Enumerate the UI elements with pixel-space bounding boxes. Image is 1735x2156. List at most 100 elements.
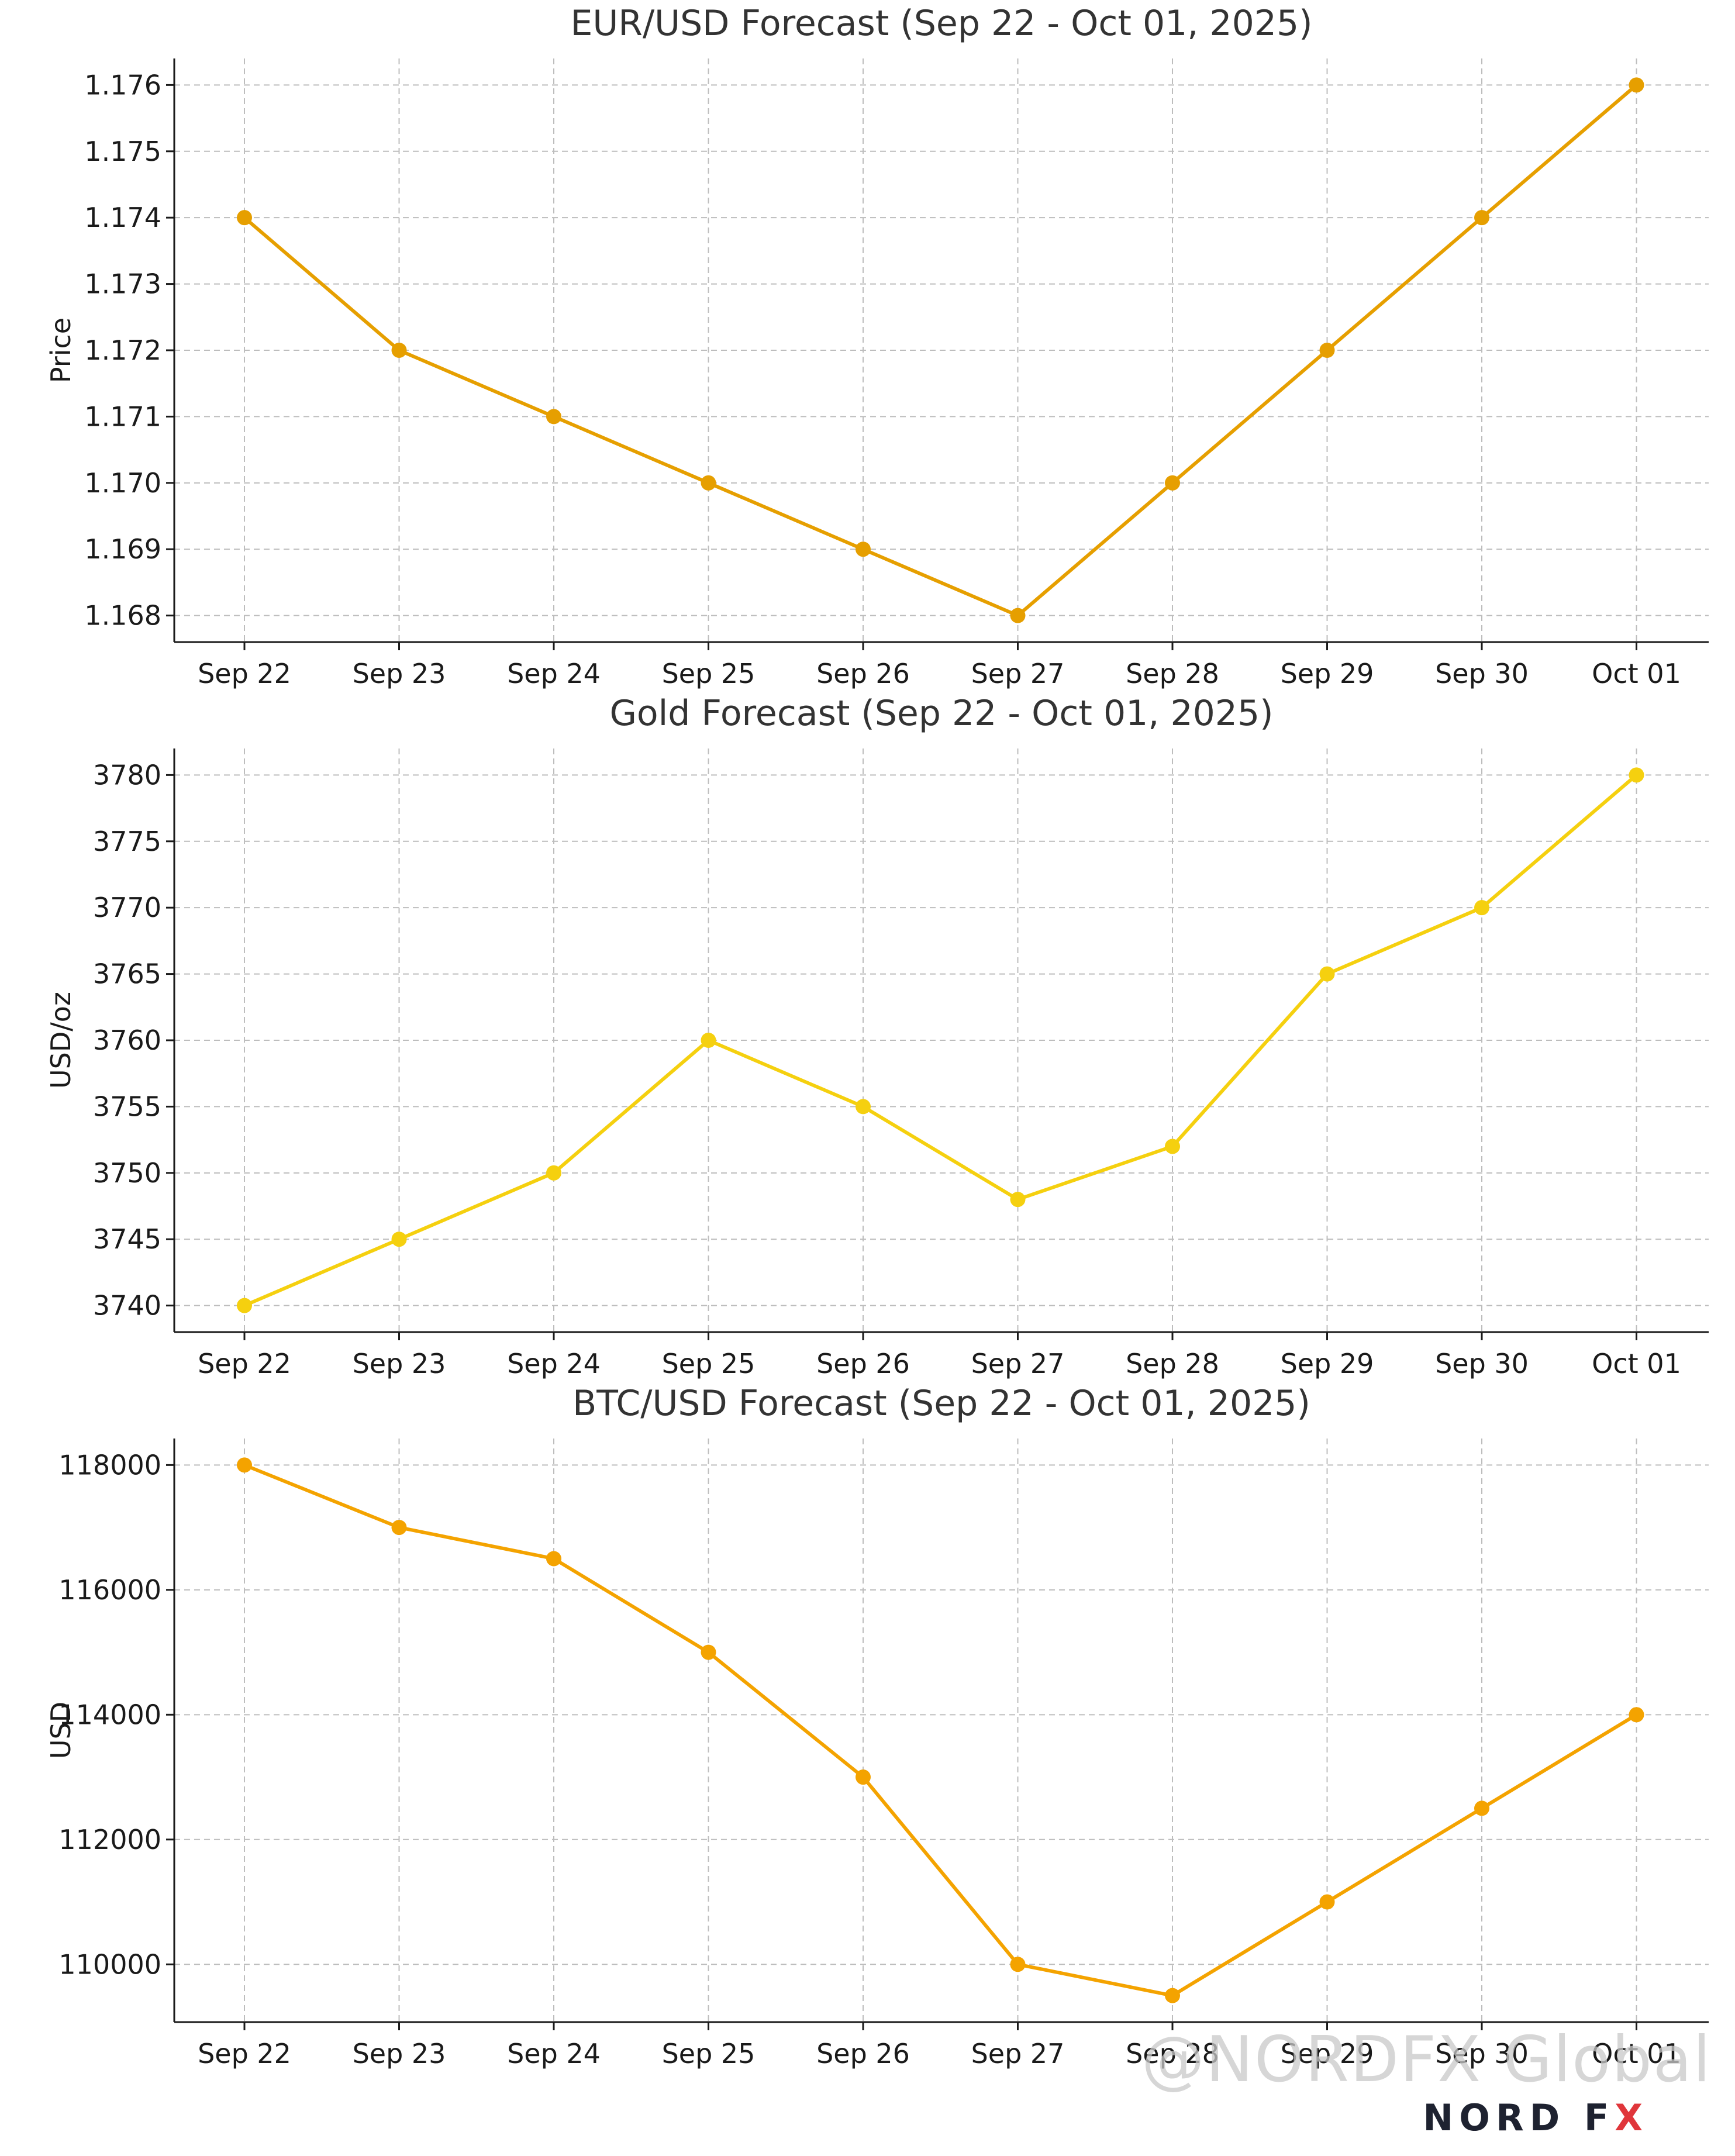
data-point — [1319, 966, 1335, 982]
series-line — [243, 774, 1638, 1308]
series-line — [243, 84, 1638, 618]
y-tick-label: 118000 — [58, 1449, 161, 1481]
series-line — [243, 1463, 1638, 1998]
x-tick-label: Sep 25 — [662, 2038, 756, 2069]
data-point — [1629, 1707, 1644, 1723]
data-point — [546, 1551, 561, 1567]
data-point — [856, 541, 871, 557]
x-tick-label: Sep 22 — [198, 1348, 291, 1379]
data-point — [237, 210, 252, 226]
x-tick-label: Sep 23 — [353, 1348, 446, 1379]
data-point — [391, 343, 407, 358]
y-tick-label: 3775 — [93, 826, 161, 857]
y-tick-label: 3765 — [93, 958, 161, 990]
x-tick-label: Sep 23 — [353, 2038, 446, 2069]
data-point — [1010, 1192, 1026, 1208]
data-point — [1165, 475, 1180, 491]
x-tick-label: Sep 24 — [507, 1348, 601, 1379]
y-tick-label: 3755 — [93, 1091, 161, 1122]
y-tick-label: 1.168 — [84, 600, 161, 632]
x-tick-label: Sep 25 — [662, 1348, 756, 1379]
data-point — [237, 1298, 252, 1313]
data-point — [1010, 1957, 1026, 1972]
data-point — [1474, 210, 1489, 226]
y-tick-label: 3740 — [93, 1290, 161, 1322]
data-point — [546, 409, 561, 425]
y-tick-label: 112000 — [58, 1824, 161, 1855]
chart-1: 1.168 1.169 1.170 1.171 1.172 1.173 1.174 1.175… — [45, 3, 1709, 689]
data-point — [391, 1520, 407, 1536]
y-axis-label: USD/oz — [45, 992, 77, 1089]
x-tick-label: Sep 26 — [816, 1348, 910, 1379]
x-tick-label: Sep 30 — [1435, 1348, 1529, 1379]
x-tick-label: Sep 24 — [507, 2038, 601, 2069]
y-tick-label: 1.171 — [84, 401, 161, 432]
y-tick-label: 1.173 — [84, 268, 161, 300]
y-tick-label: 1.172 — [84, 334, 161, 366]
x-tick-label: Sep 27 — [971, 2038, 1065, 2069]
x-tick-label: Sep 24 — [507, 658, 601, 689]
y-tick-label: 3760 — [93, 1024, 161, 1056]
y-tick-label: 3770 — [93, 892, 161, 923]
data-point — [701, 1644, 716, 1660]
x-tick-label: Sep 29 — [1281, 2038, 1374, 2069]
chart-2: 3740 3745 3750 3755 3760 3765 3770 3775 3780 Sep … — [45, 693, 1709, 1379]
chart-3: 110000 112000 114000 116000 118000 Sep 22 Sep … — [45, 1383, 1709, 2069]
data-point — [1165, 1139, 1180, 1154]
y-axis-label: Price — [45, 318, 77, 383]
data-point — [701, 475, 716, 491]
nordfx-logo-f: F — [1584, 2096, 1615, 2139]
x-tick-label: Oct 01 — [1592, 2038, 1681, 2069]
x-tick-label: Sep 28 — [1126, 658, 1219, 689]
y-tick-label: 1.176 — [84, 69, 161, 101]
x-tick-label: Sep 22 — [198, 2038, 291, 2069]
x-tick-label: Sep 29 — [1281, 658, 1374, 689]
watermark-text: @NORDFX Global — [1141, 2023, 1712, 2096]
data-point — [701, 1033, 716, 1048]
data-point — [1629, 767, 1644, 783]
data-point — [856, 1769, 871, 1785]
data-point — [1629, 77, 1644, 93]
data-point — [1319, 343, 1335, 358]
y-tick-label: 3750 — [93, 1157, 161, 1189]
data-point — [546, 1165, 561, 1181]
x-tick-label: Sep 27 — [971, 1348, 1065, 1379]
x-tick-label: Oct 01 — [1592, 1348, 1681, 1379]
y-tick-label: 1.169 — [84, 533, 161, 565]
y-tick-label: 114000 — [58, 1699, 161, 1730]
y-tick-label: 3745 — [93, 1223, 161, 1255]
y-axis-label: USD — [45, 1702, 77, 1759]
y-tick-label: 110000 — [58, 1948, 161, 1980]
x-tick-label: Sep 28 — [1126, 1348, 1219, 1379]
data-point — [1165, 1988, 1180, 2003]
x-tick-label: Oct 01 — [1592, 658, 1681, 689]
data-point — [237, 1457, 252, 1473]
y-tick-label: 1.175 — [84, 136, 161, 167]
nordfx-logo: NORD FX — [1423, 2096, 1648, 2139]
data-point — [1474, 1800, 1489, 1816]
x-tick-label: Sep 30 — [1435, 658, 1529, 689]
data-point — [391, 1231, 407, 1247]
x-tick-label: Sep 23 — [353, 658, 446, 689]
x-tick-label: Sep 25 — [662, 658, 756, 689]
x-tick-label: Sep 26 — [816, 658, 910, 689]
data-point — [856, 1099, 871, 1115]
data-point — [1010, 608, 1026, 623]
y-tick-label: 3780 — [93, 759, 161, 791]
x-tick-label: Sep 28 — [1126, 2038, 1219, 2069]
y-tick-label: 1.170 — [84, 467, 161, 499]
x-tick-label: Sep 26 — [816, 2038, 910, 2069]
y-tick-label: 116000 — [58, 1574, 161, 1606]
y-tick-label: 1.174 — [84, 202, 161, 233]
x-tick-label: Sep 30 — [1435, 2038, 1529, 2069]
x-tick-label: Sep 27 — [971, 658, 1065, 689]
data-point — [1474, 900, 1489, 916]
nordfx-logo-nord: NORD — [1423, 2096, 1566, 2139]
x-tick-label: Sep 29 — [1281, 1348, 1374, 1379]
data-point — [1319, 1894, 1335, 1910]
nordfx-logo-x: X — [1615, 2096, 1648, 2139]
chart-title: Gold Forecast (Sep 22 - Oct 01, 2025) — [609, 693, 1273, 734]
chart-title: BTC/USD Forecast (Sep 22 - Oct 01, 2025) — [572, 1383, 1310, 1424]
x-tick-label: Sep 22 — [198, 658, 291, 689]
